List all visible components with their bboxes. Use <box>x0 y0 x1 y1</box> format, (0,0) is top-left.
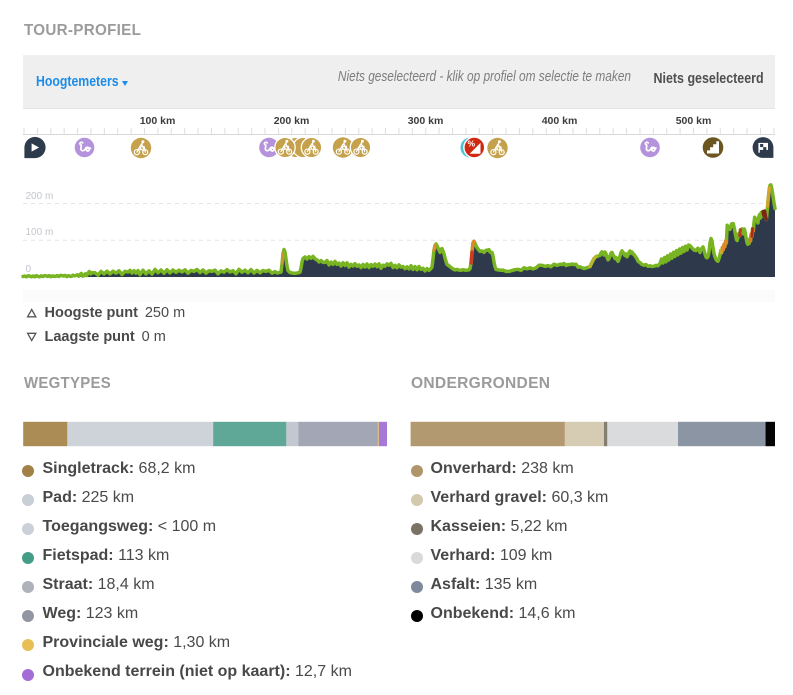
svg-text:%: % <box>468 139 476 149</box>
